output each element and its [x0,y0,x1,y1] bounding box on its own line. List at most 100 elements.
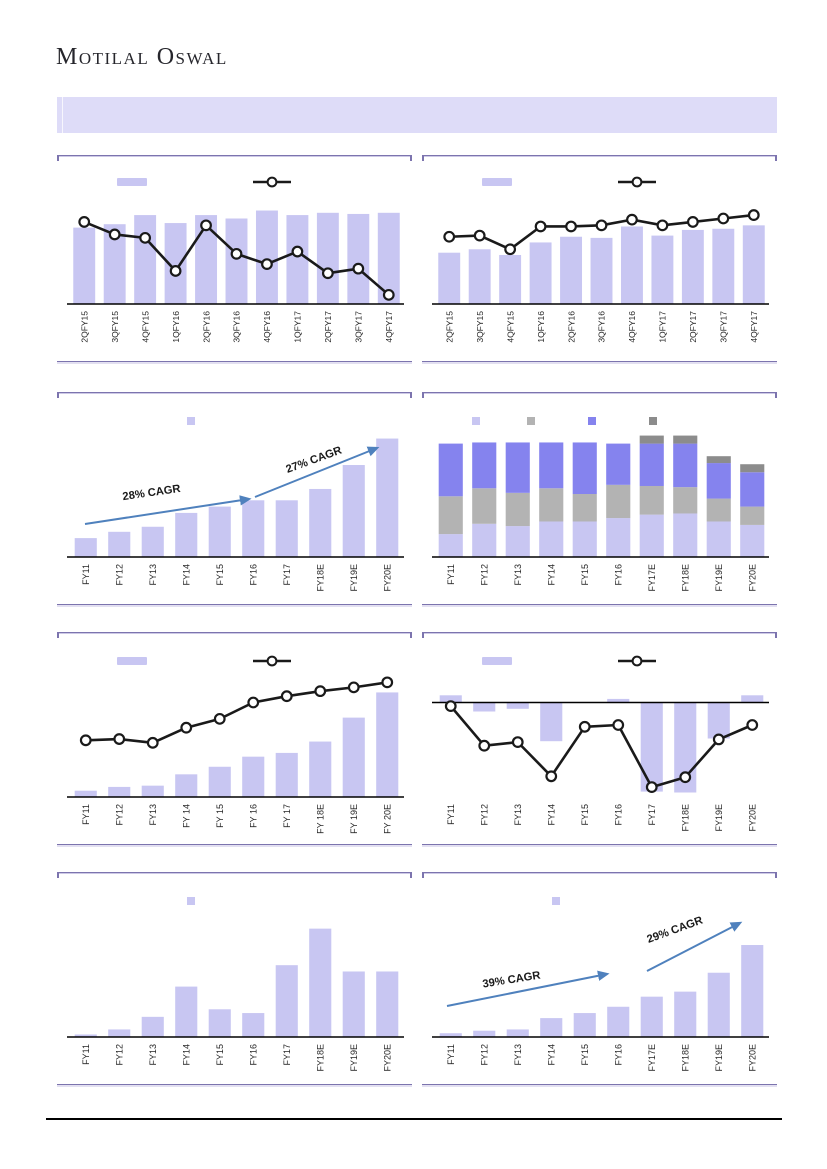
stack-bar-FY15-segment-1 [572,521,597,557]
bar-FY13 [141,526,164,557]
bar-series [438,435,765,557]
axis-label-FY 16: FY 16 [249,804,259,828]
bar-2QFY17 [316,212,339,304]
bar-3QFY15 [103,224,126,304]
stack-bar-FY18E-segment-2 [673,487,698,514]
line-marker-FY11 [444,700,457,712]
line-legend-marker [266,655,278,667]
annotation-1: 39% CAGR [446,970,610,1007]
bar-3QFY16 [590,237,613,304]
stack-legend-swatch-1 [472,417,480,425]
axis-label-FY13: FY13 [513,1044,523,1066]
bar-series [74,692,399,797]
bar-FY12 [108,786,131,797]
axis-label-FY17: FY17 [282,564,292,586]
axis-label-FY14: FY14 [182,564,192,586]
stack-bar-FY13-segment-2 [505,492,530,527]
axis-label-FY13: FY13 [148,1044,158,1066]
axis-label-FY15: FY15 [580,1044,590,1066]
axis-label-FY16: FY16 [614,564,624,586]
bar-series [439,945,764,1037]
axis-label-FY11: FY11 [81,804,91,825]
line-marker-3QFY15 [473,229,486,242]
x-axis-labels: FY11 FY12 FY13 FY14 FY15 FY16 FY17 FY18E FY19E FY… [81,1044,393,1072]
bar-FY11 [74,790,97,797]
stack-bar-FY11-segment-3 [438,443,463,497]
axis-label-FY15: FY15 [215,564,225,586]
cagr-label: 28% CAGR [122,483,182,503]
stack-bar-FY20E-segment-3 [740,472,765,507]
cagr-label: 27% CAGR [284,445,343,476]
line-marker-4QFY15 [139,231,152,244]
bar-FY19E [707,972,730,1037]
stack-bar-FY12-segment-2 [472,488,497,524]
axis-label-1QFY16: 1QFY16 [171,311,181,343]
axis-label-FY 17: FY 17 [282,804,292,828]
axis-label-FY19E: FY19E [714,804,724,832]
bar-FY14 [540,702,563,742]
axis-label-FY11: FY11 [446,804,456,825]
bar-FY 16 [242,756,265,797]
axis-label-FY18E: FY18E [316,564,326,592]
x-axis-labels: 2QFY15 3QFY15 4QFY15 1QFY16 2QFY16 3QFY16 4QFY… [79,311,394,343]
stack-bar-FY20E-segment-4 [740,464,765,473]
axis-label-FY12: FY12 [115,564,125,586]
stack-bar-FY17E-segment-4 [639,435,664,444]
footer-rule [46,1118,782,1120]
stack-bar-FY17E-segment-2 [639,485,664,515]
axis-label-1QFY17: 1QFY17 [293,311,303,343]
axis-label-FY20E: FY20E [383,564,393,592]
motilal-oswal-logo: Motilal Oswal [56,44,228,71]
bar-FY 18E [309,741,332,797]
axis-label-FY12: FY12 [115,1044,125,1066]
stack-bar-FY14-segment-2 [539,488,564,522]
bar-FY15 [208,1009,231,1037]
bar-FY20E [741,945,764,1037]
bar-FY19E [342,971,365,1037]
x-axis-labels: 2QFY15 3QFY15 4QFY15 1QFY16 2QFY16 3QFY16 4QFY… [444,311,759,343]
bar-FY14 [540,1018,563,1037]
x-axis-labels: FY11 FY12 FY13 FY14 FY15 FY16 FY17E FY18E FY19E F… [446,1044,758,1072]
line-legend-marker [266,176,278,188]
line-marker-FY 14 [180,721,193,734]
x-axis-labels: FY11 FY12 FY13 FY14 FY15 FY16 FY17 FY18E FY19E FY… [81,564,393,592]
cagr-arrow [446,970,610,1007]
line-series [78,216,395,301]
cagr-label: 39% CAGR [482,970,542,991]
axis-label-FY 20E: FY 20E [383,804,393,834]
bar-3QFY17 [347,213,370,304]
bar-FY20E [376,971,399,1037]
axis-label-3QFY16: 3QFY16 [232,311,242,343]
chart-1-mount: 2QFY15 3QFY15 4QFY15 1QFY16 2QFY16 3QFY16 4QFY… [57,156,412,366]
bar-FY13 [506,702,529,709]
axis-label-FY14: FY14 [547,564,557,586]
axis-label-FY16: FY16 [249,564,259,586]
bar-FY17 [275,965,298,1037]
axis-label-FY14: FY14 [547,1044,557,1066]
line-series [443,209,760,256]
line-marker-FY16 [612,719,625,731]
axis-label-FY20E: FY20E [748,564,758,592]
line-marker-4QFY16 [626,213,638,226]
legend [187,897,195,905]
chart-7-mount: FY11 FY12 FY13 FY14 FY15 FY16 FY17 FY18E FY19E FY… [57,873,412,1089]
bar-2QFY17 [681,229,704,304]
bar-4QFY17 [377,212,400,304]
axis-label-FY19E: FY19E [714,1044,724,1072]
line-marker-FY12 [113,733,126,745]
bar-FY11 [439,695,462,703]
quarterly-bar-line-top-left: 2QFY15 3QFY15 4QFY15 1QFY16 2QFY16 3QFY16 4QFY… [67,176,404,343]
axis-label-4QFY15: 4QFY15 [505,311,515,343]
bar-FY20E [376,438,399,557]
bar-3QFY15 [468,249,491,304]
bar-FY13 [506,1029,529,1037]
axis-label-FY16: FY16 [249,1044,259,1066]
chart-panel-8: FY11 FY12 FY13 FY14 FY15 FY16 FY17E FY18E FY19E F… [422,872,777,1085]
chart-panel-1: 2QFY15 3QFY15 4QFY15 1QFY16 2QFY16 3QFY16 4QFY… [57,155,412,362]
bar-legend-swatch [117,657,147,665]
line-marker-FY 17 [280,690,293,703]
axis-label-FY17: FY17 [282,1044,292,1066]
legend [472,417,657,425]
axis-label-FY18E: FY18E [681,1044,691,1072]
line-legend-marker [631,176,643,188]
